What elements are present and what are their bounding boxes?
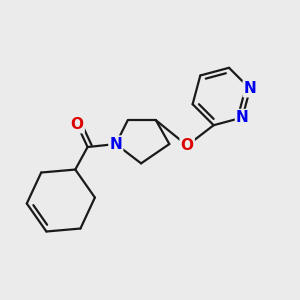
Text: O: O bbox=[71, 117, 84, 132]
Text: O: O bbox=[181, 138, 194, 153]
Text: N: N bbox=[110, 136, 122, 152]
Text: N: N bbox=[236, 110, 249, 125]
Text: N: N bbox=[244, 81, 256, 96]
